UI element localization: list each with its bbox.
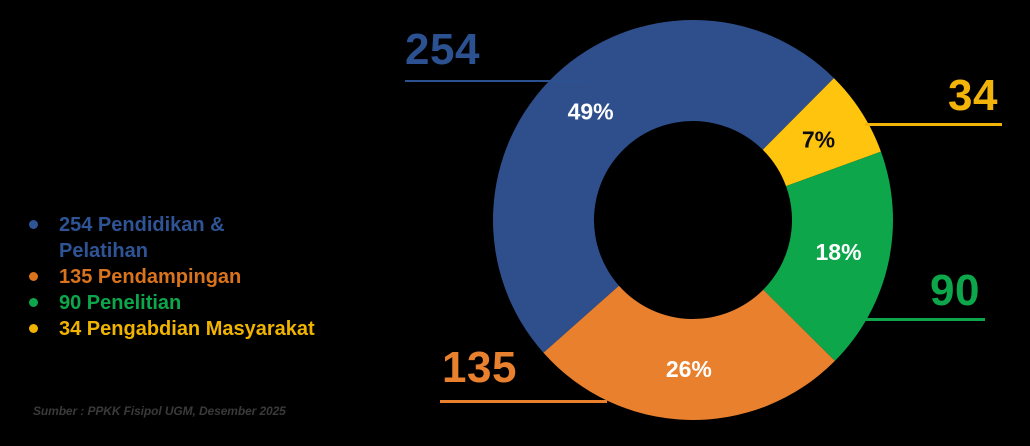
legend: 254 Pendidikan & Pelatihan 135 Pendampin…	[29, 212, 315, 342]
callout-pendampingan: 135	[440, 343, 607, 403]
legend-item-label: 90 Penelitian	[59, 292, 182, 314]
source-note: Sumber : PPKK Fisipol UGM, Desember 2025	[33, 404, 286, 418]
callout-penelitian: 90	[862, 266, 985, 321]
legend-item-label: 34 Pengabdian Masyarakat	[59, 318, 315, 340]
callout-line	[440, 400, 607, 403]
legend-item-label: 135 Pendampingan	[59, 266, 242, 288]
legend-item-label: 254 Pendidikan & Pelatihan	[59, 214, 225, 262]
legend-bullet-icon	[29, 324, 38, 333]
callout-value: 254	[405, 25, 480, 74]
callout-pendidikan: 254	[405, 25, 587, 82]
callout-line	[865, 123, 1002, 126]
legend-item-penelitian: 90 Penelitian	[29, 290, 315, 316]
callout-line	[862, 318, 985, 321]
donut-segment-pendidikan-pelatihan	[493, 20, 834, 353]
legend-item-pengabdian: 34 Pengabdian Masyarakat	[29, 316, 315, 342]
callout-value: 34	[948, 71, 998, 120]
legend-bullet-icon	[29, 220, 38, 229]
legend-item-pendampingan: 135 Pendampingan	[29, 264, 315, 290]
percent-label: 26%	[666, 356, 712, 382]
callout-value: 135	[442, 343, 517, 392]
legend-bullet-icon	[29, 298, 38, 307]
donut-segment-pengabdian-masyarakat	[762, 78, 881, 187]
legend-item-pendidikan: 254 Pendidikan & Pelatihan	[29, 212, 315, 264]
legend-bullet-icon	[29, 272, 38, 281]
donut-segment-pendampingan	[543, 285, 835, 421]
callout-line	[405, 80, 587, 82]
donut-segment-penelitian	[763, 151, 893, 361]
percent-label: 49%	[568, 99, 614, 125]
callout-pengabdian: 34	[865, 71, 1002, 126]
percent-label: 18%	[816, 239, 862, 265]
percent-label: 7%	[802, 127, 835, 153]
callout-value: 90	[930, 266, 980, 315]
